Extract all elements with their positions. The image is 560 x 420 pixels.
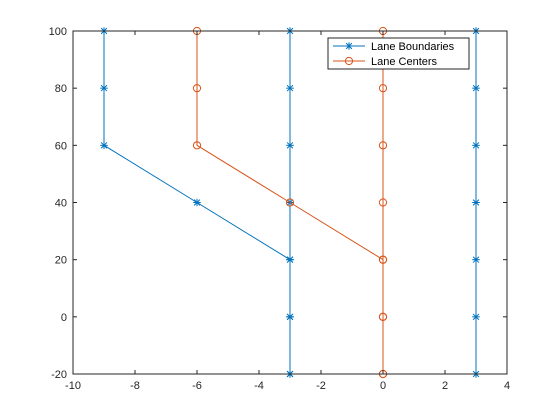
series-layer [100,26,480,379]
x-tick-label: -10 [65,380,81,392]
data-point [100,84,108,92]
data-point [286,313,294,321]
y-tick-label: 20 [55,255,67,267]
data-point [100,141,108,150]
y-tick-label: -20 [51,369,67,381]
x-tick-label: 4 [504,380,510,392]
data-point [472,313,480,321]
data-point [286,255,294,264]
data-point [378,255,388,264]
data-point [193,198,201,207]
y-tick-label: 40 [55,198,67,210]
data-point [472,198,480,207]
data-point [286,84,294,92]
data-point [378,198,388,207]
legend-marker [345,42,353,50]
data-point [192,141,202,150]
x-tick-label: 2 [442,380,448,392]
data-point [472,84,480,92]
x-tick-label: -8 [130,380,140,392]
data-point [378,141,388,150]
y-tick-label: 60 [55,140,67,152]
y-tick-label: 0 [61,312,67,324]
data-point [472,141,480,150]
y-tick-label: 80 [55,83,67,95]
legend: Lane Boundaries Lane Centers [327,37,470,70]
data-point [192,84,202,93]
legend-label: Lane Centers [371,56,438,68]
x-tick-label: -6 [192,380,202,392]
legend-marker [344,56,354,66]
data-point [378,312,388,321]
legend-entry: Lane Centers [333,56,438,68]
x-tick-label: 0 [380,380,386,392]
x-tick-label: -2 [316,380,326,392]
x-tick-label: -4 [254,380,264,392]
legend-label: Lane Boundaries [371,41,455,53]
y-tick-label: 100 [49,26,67,38]
data-point [286,141,294,150]
data-point [285,198,295,207]
data-point [472,255,480,264]
legend-entry: Lane Boundaries [333,41,455,53]
data-point [378,84,388,93]
